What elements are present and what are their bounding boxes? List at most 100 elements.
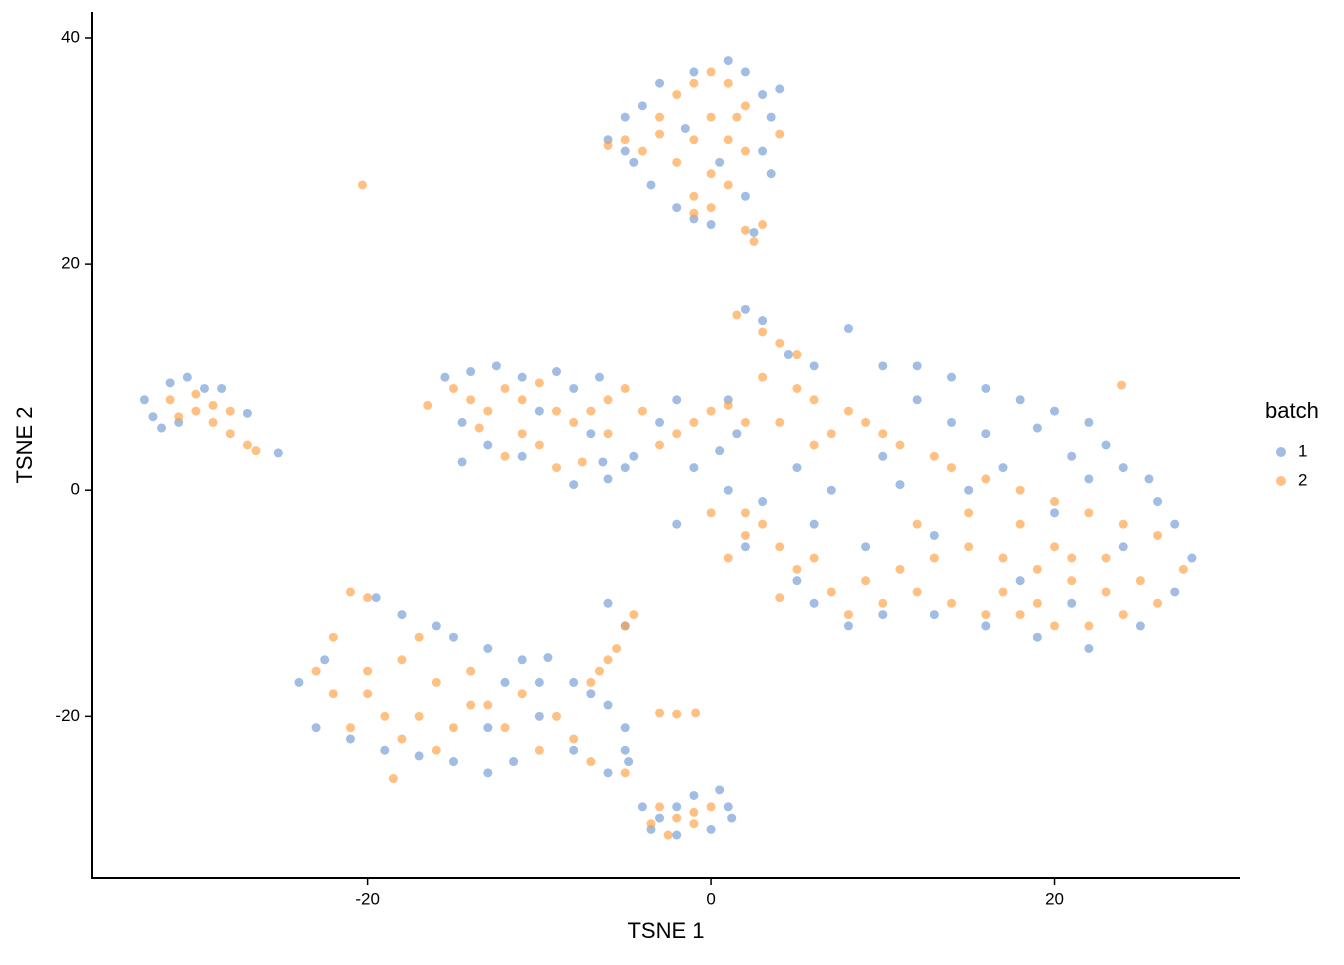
point [629,157,639,167]
point [912,361,922,371]
point [740,191,750,201]
point [357,180,367,190]
point [775,129,785,139]
point [655,78,665,88]
point [1015,519,1025,529]
point [311,723,321,733]
point [1050,497,1060,507]
point [663,830,673,840]
point [740,417,750,427]
point [1032,423,1042,433]
point [758,519,768,529]
point [689,78,699,88]
point [397,734,407,744]
point [775,84,785,94]
point [603,768,613,778]
point [981,621,991,631]
point [320,655,330,665]
point [998,463,1008,473]
point [775,593,785,603]
point [534,711,544,721]
point [629,451,639,461]
point [251,446,261,456]
point [1170,587,1180,597]
point [727,813,737,823]
point [328,632,338,642]
point [655,440,665,450]
point [225,429,235,439]
point [715,446,725,456]
point [766,169,776,179]
point [929,610,939,620]
point [598,457,608,467]
point [273,448,283,458]
point [603,429,613,439]
point [1135,621,1145,631]
point [345,734,355,744]
point [706,112,716,122]
point [242,408,252,418]
point [500,723,510,733]
point [457,417,467,427]
point [715,157,725,167]
point [466,666,476,676]
point [1032,564,1042,574]
point [964,508,974,518]
point [792,564,802,574]
point [431,621,441,631]
point [723,78,733,88]
point [1118,519,1128,529]
point [380,711,390,721]
point [612,643,622,653]
point [912,519,922,529]
point [414,632,424,642]
point [1050,508,1060,518]
point [543,653,553,663]
point [594,666,604,676]
point [165,395,175,405]
y-axis-title: TSNE 2 [12,406,37,483]
point [1015,610,1025,620]
point [242,440,252,450]
point [895,564,905,574]
point [706,169,716,179]
point [534,677,544,687]
point [792,383,802,393]
point [672,90,682,100]
point [981,610,991,620]
point [1117,380,1127,390]
point [1170,519,1180,529]
point [672,429,682,439]
point [620,621,630,631]
point [878,598,888,608]
point [483,723,493,733]
point [1032,632,1042,642]
point [534,378,544,388]
point [672,157,682,167]
point [517,451,527,461]
point [569,734,579,744]
point [552,711,562,721]
point [946,417,956,427]
point [483,440,493,450]
point [689,790,699,800]
point [569,383,579,393]
point [620,768,630,778]
point [311,666,321,676]
point [1135,576,1145,586]
point [680,123,690,133]
point [603,474,613,484]
point [363,689,373,699]
point [491,361,501,371]
point [1101,553,1111,563]
point [878,451,888,461]
legend-key [1276,447,1286,457]
point [414,751,424,761]
point [380,745,390,755]
point [1067,451,1077,461]
point [792,350,802,360]
point [723,802,733,812]
point [809,553,819,563]
point [843,621,853,631]
point [363,666,373,676]
